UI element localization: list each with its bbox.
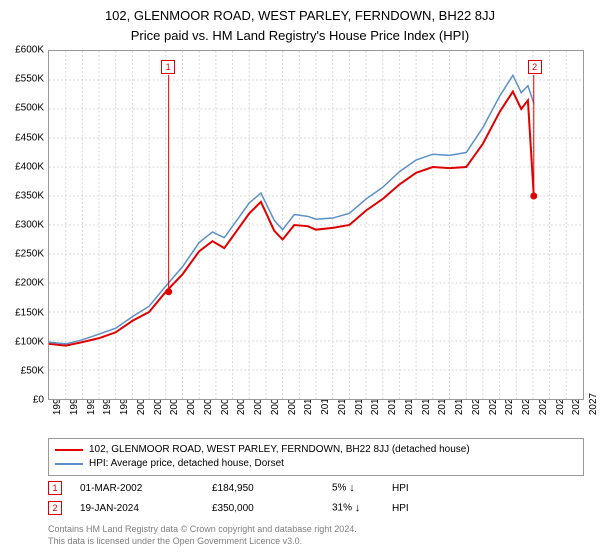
- transaction-marker-icon: 1: [48, 481, 62, 495]
- y-tick-label: £600K: [15, 45, 44, 56]
- chart-container: 102, GLENMOOR ROAD, WEST PARLEY, FERNDOW…: [0, 0, 600, 560]
- transaction-delta-label: HPI: [392, 503, 584, 514]
- chart-marker-icon: 1: [161, 60, 175, 74]
- y-tick-label: £450K: [15, 132, 44, 143]
- legend-row-hpi: HPI: Average price, detached house, Dors…: [55, 457, 577, 471]
- y-tick-label: £250K: [15, 249, 44, 260]
- y-tick-label: £150K: [15, 307, 44, 318]
- y-tick-label: £300K: [15, 220, 44, 231]
- chart-svg: [49, 51, 583, 399]
- transaction-delta: 31% ↓: [332, 502, 392, 514]
- y-tick-label: £550K: [15, 74, 44, 85]
- transaction-price: £184,950: [212, 483, 332, 494]
- transaction-date: 19-JAN-2024: [62, 503, 212, 514]
- y-tick-label: £100K: [15, 336, 44, 347]
- transaction-delta-label: HPI: [392, 483, 584, 494]
- footnote-line: This data is licensed under the Open Gov…: [48, 536, 584, 548]
- transaction-price: £350,000: [212, 503, 332, 514]
- transaction-date: 01-MAR-2002: [62, 483, 212, 494]
- y-tick-label: £200K: [15, 278, 44, 289]
- title-block: 102, GLENMOOR ROAD, WEST PARLEY, FERNDOW…: [0, 0, 600, 45]
- legend-label-hpi: HPI: Average price, detached house, Dors…: [89, 457, 284, 471]
- transaction-row: 2 19-JAN-2024 £350,000 31% ↓ HPI: [48, 498, 584, 518]
- y-tick-label: £50K: [21, 365, 44, 376]
- chart-marker-icon: 2: [528, 60, 542, 74]
- y-tick-label: £0: [33, 395, 44, 406]
- transaction-table: 1 01-MAR-2002 £184,950 5% ↓ HPI 2 19-JAN…: [48, 478, 584, 518]
- transaction-marker-icon: 2: [48, 501, 62, 515]
- chart-plot-area: [48, 50, 584, 400]
- footnote-line: Contains HM Land Registry data © Crown c…: [48, 524, 584, 536]
- x-tick-label: 2027: [588, 393, 599, 415]
- y-tick-label: £500K: [15, 103, 44, 114]
- down-arrow-icon: ↓: [349, 482, 355, 494]
- transaction-delta: 5% ↓: [332, 482, 392, 494]
- legend-swatch-hpi: [55, 463, 83, 465]
- legend: 102, GLENMOOR ROAD, WEST PARLEY, FERNDOW…: [48, 438, 584, 476]
- down-arrow-icon: ↓: [355, 502, 361, 514]
- title-subtitle: Price paid vs. HM Land Registry's House …: [0, 26, 600, 46]
- legend-swatch-property: [55, 449, 83, 451]
- footnote: Contains HM Land Registry data © Crown c…: [48, 524, 584, 547]
- legend-row-property: 102, GLENMOOR ROAD, WEST PARLEY, FERNDOW…: [55, 443, 577, 457]
- legend-label-property: 102, GLENMOOR ROAD, WEST PARLEY, FERNDOW…: [89, 443, 470, 457]
- transaction-row: 1 01-MAR-2002 £184,950 5% ↓ HPI: [48, 478, 584, 498]
- y-tick-label: £400K: [15, 161, 44, 172]
- title-address: 102, GLENMOOR ROAD, WEST PARLEY, FERNDOW…: [0, 6, 600, 26]
- y-tick-label: £350K: [15, 190, 44, 201]
